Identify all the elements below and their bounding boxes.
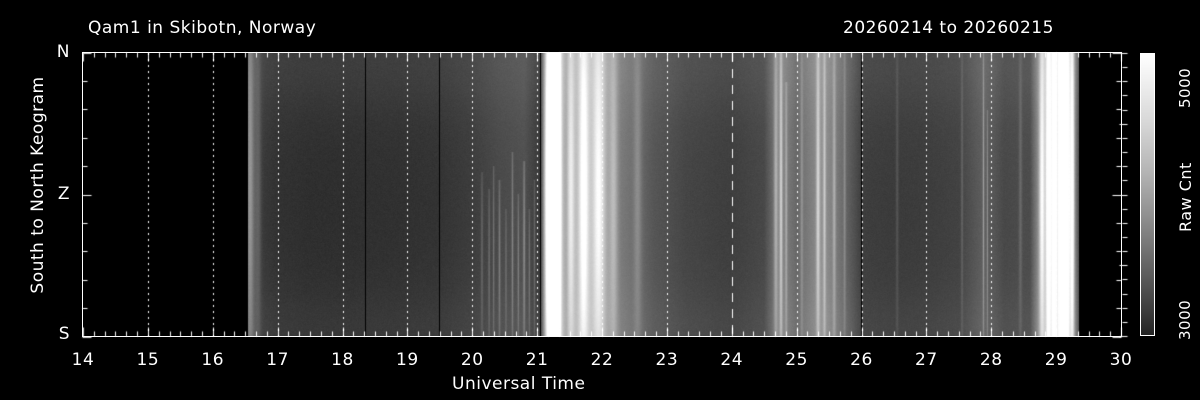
y-tick-label-z: Z (57, 183, 70, 204)
x-tick-label-17: 17 (266, 350, 289, 370)
x-tick-label-24: 24 (720, 350, 744, 370)
x-tick-label-14: 14 (71, 350, 95, 370)
figure-title-right: 20260214 to 20260215 (843, 18, 1054, 38)
keogram-image (83, 53, 1121, 336)
x-tick-label-25: 25 (785, 350, 808, 370)
x-tick-label-27: 27 (915, 350, 938, 370)
x-tick-label-19: 19 (396, 350, 419, 370)
x-tick-label-20: 20 (460, 350, 484, 370)
x-tick-label-29: 29 (1044, 350, 1068, 370)
x-tick-label-16: 16 (201, 350, 225, 370)
colorbar-title: Raw Cnt (1176, 162, 1195, 232)
keogram-plot-area (82, 52, 1122, 337)
x-tick-label-18: 18 (331, 350, 354, 370)
x-tick-label-21: 21 (525, 350, 549, 370)
x-tick-label-23: 23 (655, 350, 679, 370)
colorbar-max-label: 5000 (1176, 67, 1194, 108)
y-tick-label-n: N (56, 42, 70, 62)
x-tick-label-26: 26 (850, 350, 873, 370)
x-tick-label-15: 15 (136, 350, 160, 370)
x-axis-title: Universal Time (452, 374, 586, 394)
colorbar-min-label: 3000 (1176, 299, 1194, 340)
colorbar (1140, 53, 1155, 336)
x-tick-label-28: 28 (979, 350, 1003, 370)
y-axis-title: South to North Keogram (28, 76, 48, 294)
y-tick-label-s: S (58, 324, 70, 344)
figure-title-left: Qam1 in Skibotn, Norway (88, 18, 317, 38)
x-tick-label-30: 30 (1109, 350, 1133, 370)
x-tick-label-22: 22 (590, 350, 614, 370)
